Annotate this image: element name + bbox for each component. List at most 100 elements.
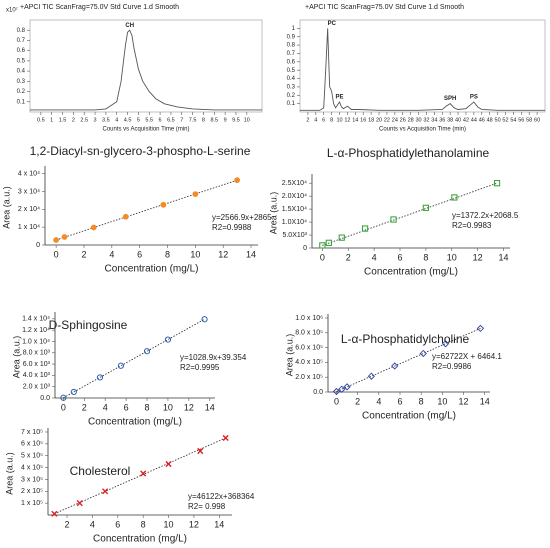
y-tick-label: 0.2 <box>287 93 296 99</box>
x-tick-label: 60 <box>534 117 540 123</box>
chart-title: Cholesterol <box>70 464 131 478</box>
x-tick-label: 3.5 <box>102 117 110 123</box>
x-tick-label: 8 <box>165 249 170 259</box>
y-tick-label: 2 x 10⁴ <box>18 206 40 213</box>
point <box>222 434 229 442</box>
point <box>192 191 199 198</box>
point <box>60 394 67 401</box>
point <box>338 385 346 393</box>
point <box>61 234 68 240</box>
point <box>51 510 58 517</box>
point <box>332 387 341 396</box>
peak-label: SPH <box>444 96 456 102</box>
y-axis-label: Area (a.u.) <box>4 452 14 495</box>
x-axis-label: Concentration (mg/L) <box>93 534 187 545</box>
trend-line <box>322 182 498 246</box>
x-tick-label: 1 <box>50 117 53 123</box>
x-tick-label: 9.5 <box>232 117 240 123</box>
point <box>160 201 167 208</box>
x-tick-label: 12 <box>459 396 469 406</box>
point <box>90 224 97 231</box>
y-tick-label: 4.0 x 10⁵ <box>295 359 323 366</box>
peak-label: CH <box>125 23 134 29</box>
y-tick-label: 6.0 x 10³ <box>23 361 51 368</box>
y-tick-label: 0.1 <box>17 99 26 105</box>
x-tick-label: 2 <box>65 519 70 529</box>
x-tick-label: 26 <box>400 117 406 123</box>
x-axis-label: Counts vs Acquisition Time (min) <box>379 127 466 133</box>
y-tick-label: 2.5X10⁴ <box>282 180 307 187</box>
y-tick-label: 6 x 10⁵ <box>21 441 43 448</box>
x-tick-label: 30 <box>415 117 421 123</box>
x-tick-label: 0 <box>54 249 59 259</box>
chart-title: L-α-Phosphatidylethanolamine <box>327 146 490 160</box>
point <box>164 336 172 343</box>
y-tick-label: 1.0 x 10⁶ <box>295 315 323 322</box>
y-tick-label: 1 x 10⁴ <box>18 224 40 231</box>
y-tick-label: 0.1 <box>287 101 296 107</box>
x-tick-label: 8 <box>145 402 150 412</box>
x-tick-label: 20 <box>376 117 382 123</box>
r-squared: R2= 0.998 <box>188 502 226 511</box>
x-tick-label: 36 <box>439 117 445 123</box>
x-tick-label: 16 <box>360 117 366 123</box>
plot-frame <box>29 19 263 113</box>
x-tick-label: 0 <box>334 396 339 406</box>
y-tick-label: 0.8 <box>287 43 296 49</box>
y-tick-label: 0.7 <box>287 51 296 57</box>
y-tick-label: 0.5 <box>287 68 296 74</box>
point <box>201 316 208 323</box>
y-tick-label: 7 x 10⁵ <box>21 429 43 436</box>
x-tick-label: 4 <box>314 117 317 123</box>
x-tick-label: 22 <box>384 117 390 123</box>
x-tick-label: 46 <box>479 117 485 123</box>
x-tick-label: 2 <box>82 402 87 412</box>
x-tick-label: 6 <box>137 249 142 259</box>
point <box>343 383 351 391</box>
y-tick-label: 0.0 <box>40 395 50 402</box>
chromatogram-line <box>30 29 262 111</box>
x-tick-label: 7 <box>180 117 183 123</box>
x-tick-label: 4 <box>115 117 118 123</box>
y-axis-label: Area (a.u.) <box>11 336 21 379</box>
y-tick-label: 0.2 <box>17 89 26 95</box>
y-tick-label: 0.6 <box>287 59 296 65</box>
x-tick-label: 2 <box>346 252 351 262</box>
plot-frame <box>299 19 546 113</box>
point <box>441 340 450 348</box>
point <box>419 349 427 358</box>
x-tick-label: 3 <box>94 117 97 123</box>
x-axis-label: Concentration (mg/L) <box>105 264 199 275</box>
x-tick-label: 4 <box>372 252 377 262</box>
x-tick-label: 12 <box>189 519 199 529</box>
y-axis-label: Area (a.u.) <box>268 192 278 235</box>
point <box>117 362 124 369</box>
x-tick-label: 8.5 <box>210 117 218 123</box>
x-tick-label: 6 <box>397 396 402 406</box>
peak-label: PS <box>470 95 478 101</box>
x-tick-label: 4 <box>90 519 95 529</box>
point <box>122 213 129 220</box>
trend-line <box>54 437 226 515</box>
y-tick-label: 2.0 x 10⁵ <box>295 374 323 381</box>
y-tick-label: 1.4 x 10⁴ <box>22 316 50 323</box>
x-tick-label: 42 <box>463 117 469 123</box>
trend-line <box>56 179 238 241</box>
x-tick-label: 2 <box>306 117 309 123</box>
x-axis-label: Concentration (mg/L) <box>88 417 182 428</box>
chart-title: 1,2-Diacyl-sn-glycero-3-phospho-L-serine <box>30 144 251 158</box>
chart-title: +APCI TIC ScanFrag=75.0V Std Curve 1.d S… <box>305 4 464 11</box>
point <box>338 234 345 241</box>
equation: y=1028.9x+39.354 <box>180 353 247 362</box>
x-tick-label: 12 <box>218 249 228 259</box>
y-tick-label: 0.9 <box>287 34 296 40</box>
y-tick-label: 5.0X10³ <box>282 232 307 239</box>
x-tick-label: 6 <box>397 252 402 262</box>
y-tick-label: 4 x 10⁴ <box>18 170 40 177</box>
point <box>390 216 397 223</box>
y-tick-label: 8.0 x 10⁵ <box>295 330 323 337</box>
y-tick-label: 4 x 10⁵ <box>21 464 43 471</box>
r-squared: R2=0.9988 <box>212 223 252 232</box>
x-axis-label: Counts vs Acquisition Time (min) <box>102 127 189 133</box>
